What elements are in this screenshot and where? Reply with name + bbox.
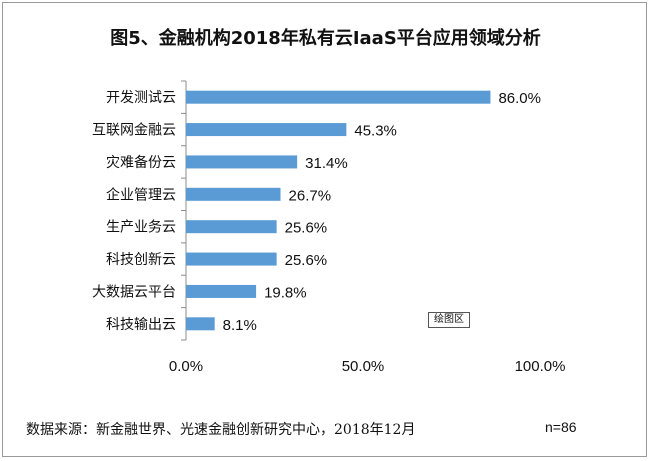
category-label: 互联网金融云 (92, 123, 176, 139)
category-label: 科技输出云 (106, 317, 176, 333)
bar (186, 90, 491, 104)
bar (186, 220, 277, 234)
category-label: 大数据云平台 (92, 284, 176, 300)
value-label: 8.1% (223, 317, 257, 334)
category-label: 科技创新云 (106, 252, 176, 268)
category-label: 开发测试云 (106, 90, 176, 106)
value-label: 26.7% (289, 187, 332, 204)
x-tick-label: 100.0% (515, 358, 566, 375)
plot-area-tag: 绘图区 (428, 312, 470, 328)
source-note: 数据来源：新金融世界、光速金融创新研究中心，2018年12月 (26, 422, 416, 438)
category-label: 灾难备份云 (106, 154, 176, 171)
sample-size-note: n=86 (545, 419, 577, 435)
x-tick-label: 0.0% (169, 358, 203, 375)
value-label: 31.4% (305, 155, 348, 172)
bar (186, 123, 347, 137)
bar (186, 187, 281, 201)
x-tick-label: 50.0% (342, 358, 385, 375)
category-label: 生产业务云 (106, 220, 176, 236)
chart-title: 图5、金融机构2018年私有云IaaS平台应用领域分析 (110, 28, 541, 49)
chart-frame (2, 2, 647, 457)
value-label: 86.0% (498, 90, 541, 107)
value-label: 25.6% (285, 252, 328, 269)
bar (186, 252, 277, 266)
value-label: 45.3% (354, 123, 397, 140)
value-label: 19.8% (264, 284, 307, 301)
bar (186, 284, 257, 298)
value-label: 25.6% (285, 220, 328, 237)
bar (186, 317, 215, 331)
category-label: 企业管理云 (106, 186, 176, 203)
bar (186, 155, 298, 169)
